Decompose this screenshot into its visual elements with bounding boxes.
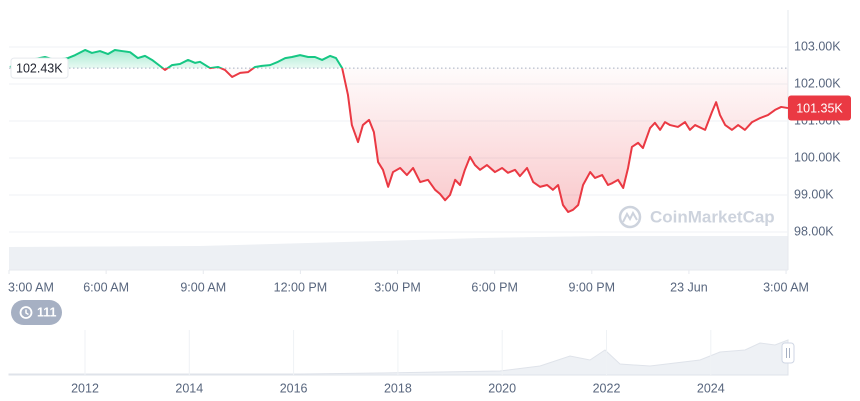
x-tick-label: 6:00 PM [471, 280, 518, 294]
watermark: CoinMarketCap [618, 205, 775, 229]
x-tick-label: 12:00 PM [274, 280, 328, 294]
watermark-text: CoinMarketCap [650, 207, 775, 226]
y-tick-label: 103.00K [794, 39, 841, 53]
navigator-tick-label: 2022 [593, 381, 621, 395]
badge-icon [19, 306, 33, 319]
history-badge[interactable]: 111 [11, 300, 62, 325]
x-tick-label: 23 Jun [670, 280, 708, 294]
navigator-tick-label: 2016 [280, 381, 308, 395]
price-line-below [161, 68, 789, 214]
baseline-label: 102.43K [16, 61, 63, 75]
badge-bg[interactable] [11, 300, 62, 325]
badge-icon-hand [25, 309, 29, 316]
x-tick-label: 3:00 PM [374, 280, 421, 294]
last-value-bg [788, 95, 851, 121]
last-value-label: 101.35K [796, 101, 843, 115]
navigator-handle[interactable] [781, 342, 795, 364]
area-below [9, 68, 788, 213]
y-tick-label: 99.00K [794, 187, 834, 201]
y-tick-label: 98.00K [794, 224, 834, 238]
navigator-tick-label: 2014 [175, 381, 203, 395]
navigator-tick-label: 2020 [488, 381, 516, 395]
x-tick-label: 9:00 AM [180, 280, 226, 294]
x-tick-label: 9:00 PM [569, 280, 616, 294]
area-above [9, 49, 343, 69]
volume-band [9, 236, 788, 270]
x-tick-label: 3:00 AM [8, 280, 54, 294]
y-tick-label: 100.00K [794, 150, 841, 164]
y-tick-label: 102.00K [794, 76, 841, 90]
badge-text: 111 [37, 305, 57, 319]
mark-layer [9, 48, 789, 214]
navigator-tick-label: 2024 [697, 381, 725, 395]
navigator-area [8, 339, 789, 376]
navigator[interactable]: 2012 2014 2016 2018 2020 2022 2024 [8, 330, 795, 395]
navigator-tick-label: 2018 [384, 381, 412, 395]
price-line-above [9, 48, 344, 69]
navigator-tick-label: 2012 [71, 381, 99, 395]
baseline-label-bg [10, 57, 69, 79]
x-tick-label: 3:00 AM [763, 280, 809, 294]
x-tick-label: 6:00 AM [83, 280, 129, 294]
